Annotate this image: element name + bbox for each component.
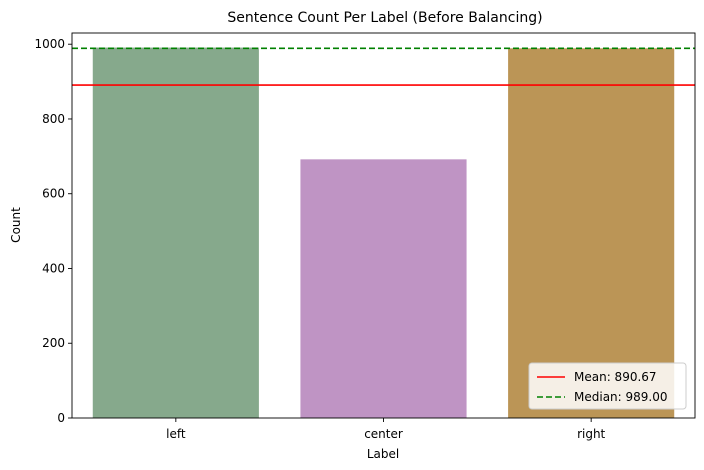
bar-center [300,159,467,418]
y-axis-label: Count [9,207,23,243]
x-axis-ticks: left center right [166,418,606,441]
chart-title: Sentence Count Per Label (Before Balanci… [227,10,542,26]
y-tick-label: 200 [42,336,65,350]
bar-right [508,48,675,418]
x-tick-label: left [166,427,186,441]
y-tick-label: 600 [42,187,65,201]
legend-box [528,362,687,410]
bars-group [92,47,675,419]
x-tick-label: center [364,427,403,441]
legend-label: Mean: 890.67 [574,370,657,384]
legend-label: Median: 989.00 [574,390,668,404]
y-tick-label: 400 [42,261,65,275]
bar-left [92,47,259,419]
x-axis-label: Label [367,447,399,461]
y-axis-ticks: 0 200 400 600 800 1000 [34,37,72,425]
y-tick-label: 1000 [34,37,65,51]
y-tick-label: 800 [42,112,65,126]
y-tick-label: 0 [57,411,65,425]
legend: Mean: 890.67 Median: 989.00 [528,362,687,410]
reference-lines [72,47,695,86]
x-tick-label: right [577,427,605,441]
